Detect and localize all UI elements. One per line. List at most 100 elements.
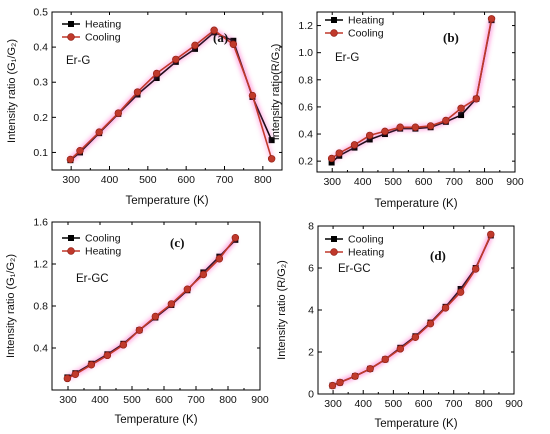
data-point-cooling xyxy=(95,128,103,136)
x-tick-label: 800 xyxy=(476,176,494,188)
y-tick-label: 1.2 xyxy=(33,259,48,271)
data-point-cooling xyxy=(229,40,238,49)
data-point-heating xyxy=(183,285,192,293)
legend-label: Heating xyxy=(348,247,384,259)
data-point-cooling xyxy=(114,109,123,117)
y-axis-label: Intensity ratio (G₁/G₂) xyxy=(6,39,18,143)
y-tick-label: 4 xyxy=(308,305,314,317)
y-axis-label: Intensity ratio(R/G₂) xyxy=(270,44,282,141)
y-tick-label: 0.4 xyxy=(33,42,48,54)
y-tick-label: 0.6 xyxy=(298,101,313,113)
x-tick-label: 900 xyxy=(251,394,269,406)
data-point-heating xyxy=(215,255,224,263)
legend-label: Heating xyxy=(85,19,121,31)
data-point-cooling xyxy=(191,41,199,50)
data-point-heating xyxy=(151,312,160,321)
data-point-heating xyxy=(366,365,374,373)
data-point-heating xyxy=(441,304,450,312)
panel-label: (c) xyxy=(170,235,184,250)
series-line-cooling xyxy=(69,29,273,161)
panel-label: (b) xyxy=(443,30,459,45)
legend-marker-square xyxy=(331,236,337,242)
y-tick-label: 0.8 xyxy=(33,301,48,313)
x-tick-label: 700 xyxy=(445,176,463,188)
x-tick-label: 600 xyxy=(415,398,433,410)
data-point-cooling xyxy=(172,55,180,64)
x-tick-label: 500 xyxy=(123,394,141,406)
data-point-cooling xyxy=(327,154,336,163)
x-tick-label: 500 xyxy=(385,398,403,410)
series-glow xyxy=(330,18,494,161)
x-tick-label: 500 xyxy=(384,176,402,188)
series-line-heating xyxy=(69,31,273,161)
data-point-cooling xyxy=(457,104,465,112)
data-point-heating xyxy=(381,355,389,364)
data-point-heating xyxy=(103,351,112,360)
x-tick-label: 400 xyxy=(354,176,372,188)
x-tick-label: 400 xyxy=(101,174,119,186)
y-tick-label: 0.5 xyxy=(33,7,48,19)
y-tick-label: 0.4 xyxy=(33,343,48,355)
data-point-heating xyxy=(456,288,465,296)
x-tick-label: 500 xyxy=(139,174,157,186)
series-line-heating xyxy=(67,237,237,380)
panel-3: 300 400 500 600 700 800 900 0 2 4 6 8 Temperature (K… xyxy=(276,221,523,431)
x-tick-label: 900 xyxy=(506,176,524,188)
legend-label: Cooling xyxy=(85,233,121,245)
panel-label: (a) xyxy=(213,30,228,45)
sample-annotation: Er-G xyxy=(335,52,359,64)
data-point-cooling xyxy=(133,88,142,96)
legend-marker-circle xyxy=(330,29,338,37)
x-tick-label: 800 xyxy=(219,394,237,406)
legend-marker-circle xyxy=(330,248,338,256)
y-axis-label: Intensity ratio (R/G₂) xyxy=(276,260,288,360)
data-point-cooling xyxy=(487,15,496,23)
data-point-cooling xyxy=(267,155,276,163)
data-point-cooling xyxy=(365,131,374,140)
y-tick-label: 0 xyxy=(308,389,314,401)
x-tick-label: 600 xyxy=(155,394,173,406)
data-point-cooling xyxy=(381,127,389,136)
data-point-heating xyxy=(167,300,176,308)
data-point-cooling xyxy=(442,116,450,125)
panel-1: 300 400 500 600 700 800 900 0.2 0.4 0.6 0.8 1.0 1.2 T… xyxy=(270,11,524,210)
x-tick-label: 300 xyxy=(59,394,77,406)
x-tick-label: 400 xyxy=(91,394,109,406)
x-tick-label: 700 xyxy=(445,398,463,410)
panel-2: 300 400 500 600 700 800 900 0.4 0.8 1.2 1.6 Tempera… xyxy=(5,217,269,427)
data-point-heating xyxy=(199,270,208,279)
series-glow xyxy=(68,27,274,162)
data-point-heating xyxy=(336,378,344,387)
legend-marker-square xyxy=(68,235,74,241)
y-tick-label: 0.2 xyxy=(33,112,48,124)
panel-0: 300 400 500 600 700 800 0.1 0.2 0.3 0.4 0.5 Tempera… xyxy=(6,7,283,207)
x-tick-label: 700 xyxy=(216,174,234,186)
data-point-heating xyxy=(87,361,96,369)
legend-label: Heating xyxy=(85,246,121,258)
data-point-heating xyxy=(119,341,128,349)
x-tick-label: 300 xyxy=(323,176,341,188)
x-tick-label: 800 xyxy=(254,174,272,186)
data-point-heating xyxy=(366,136,373,143)
data-point-heating xyxy=(71,370,80,378)
data-point-cooling xyxy=(76,146,84,155)
data-point-cooling xyxy=(66,155,75,164)
data-point-cooling xyxy=(152,69,161,78)
data-point-heating xyxy=(426,319,435,328)
data-point-heating xyxy=(472,265,480,273)
series-glow xyxy=(66,236,238,381)
data-point-heating xyxy=(487,230,495,239)
data-point-cooling xyxy=(335,149,343,157)
data-point-cooling xyxy=(396,123,404,131)
data-point-heating xyxy=(351,372,359,380)
data-point-cooling xyxy=(248,91,257,100)
y-tick-label: 1.2 xyxy=(298,20,313,32)
series-line-heating xyxy=(331,19,493,164)
x-tick-label: 600 xyxy=(177,174,195,186)
data-point-heating xyxy=(268,137,275,144)
x-tick-label: 900 xyxy=(505,398,523,410)
y-tick-label: 6 xyxy=(308,263,314,275)
sample-annotation: Er-GC xyxy=(76,273,109,285)
